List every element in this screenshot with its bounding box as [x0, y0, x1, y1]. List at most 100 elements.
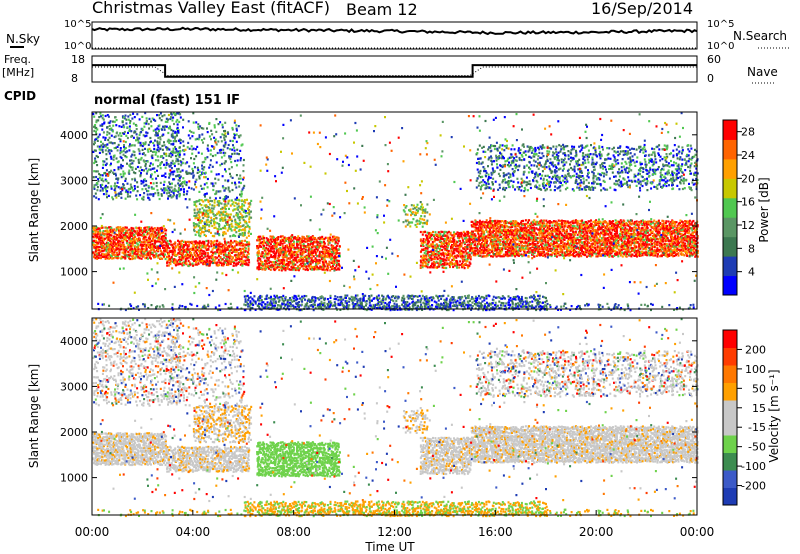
power-cell: [525, 227, 528, 230]
power-cell: [165, 243, 168, 246]
power-cell: [331, 240, 334, 243]
power-cell: [199, 251, 202, 255]
power-cell: [543, 250, 545, 253]
power-cell: [98, 235, 101, 238]
power-cell: [248, 216, 251, 219]
power-cell: [191, 262, 194, 265]
power-cell: [432, 266, 435, 269]
power-cell: [124, 247, 126, 250]
power-cell: [192, 224, 195, 227]
power-cell: [462, 250, 465, 253]
power-cell: [124, 250, 127, 253]
power-cell: [264, 254, 267, 257]
power-cell: [477, 226, 480, 230]
power-cell: [182, 257, 185, 260]
power-cell: [224, 247, 227, 250]
power-cell: [604, 254, 607, 258]
power-cell: [285, 251, 288, 254]
power-cell: [648, 220, 651, 223]
power-cell: [189, 263, 192, 266]
power-cell: [442, 252, 445, 255]
power-cell: [447, 236, 450, 239]
power-cell: [100, 226, 103, 229]
power-cell: [213, 226, 216, 229]
power-cell: [621, 234, 624, 237]
power-cell: [281, 267, 284, 270]
power-cell: [431, 243, 434, 246]
power-cell: [206, 260, 209, 263]
power-cell: [126, 240, 129, 243]
power-cell: [426, 237, 429, 240]
power-cell: [639, 240, 642, 243]
power-cell: [543, 244, 546, 247]
power-cell: [621, 231, 624, 234]
power-cell: [218, 201, 221, 205]
power-cell: [274, 256, 277, 259]
power-cell: [240, 229, 243, 232]
power-cell: [112, 243, 115, 246]
power-cell: [292, 266, 295, 269]
power-cell: [155, 234, 158, 237]
power-cell: [495, 255, 498, 258]
power-cell: [132, 242, 135, 245]
power-cell: [299, 242, 302, 245]
power-cell: [246, 207, 249, 210]
power-cell: [654, 254, 657, 257]
power-cell: [281, 235, 284, 238]
power-cell: [291, 255, 294, 258]
power-cell: [162, 252, 165, 255]
power-cell: [157, 231, 160, 235]
power-cell: [464, 249, 467, 252]
power-cell: [232, 209, 235, 212]
power-cell: [289, 248, 292, 251]
power-cell: [297, 265, 300, 268]
power-cell: [649, 222, 652, 225]
power-cell: [475, 226, 478, 229]
power-cell: [134, 241, 137, 244]
power-cell: [222, 213, 225, 216]
power-cell: [264, 259, 267, 262]
power-cell: [550, 243, 553, 246]
power-cell: [242, 259, 245, 262]
power-cell: [197, 254, 199, 257]
power-cell: [110, 234, 113, 237]
power-cell: [121, 230, 124, 233]
power-cell: [276, 262, 279, 265]
power-cell: [133, 249, 135, 252]
power-cell: [273, 242, 276, 245]
power-cell: [164, 257, 167, 261]
power-cell: [275, 245, 278, 248]
power-cell: [452, 265, 455, 269]
power-cell: [279, 254, 282, 257]
power-cell: [246, 254, 249, 257]
power-cell: [446, 234, 449, 237]
power-cell: [212, 212, 215, 216]
power-cell: [120, 255, 123, 258]
power-cell: [456, 244, 459, 247]
power-cell: [157, 238, 160, 241]
power-cell: [610, 231, 613, 234]
power-cell: [243, 227, 246, 230]
power-cell: [238, 219, 241, 222]
power-cell: [494, 238, 497, 241]
power-cell: [137, 234, 140, 237]
power-cell: [148, 256, 151, 259]
power-cell: [155, 240, 158, 243]
power-cell: [189, 257, 192, 260]
power-cell: [287, 264, 290, 267]
power-cell: [642, 232, 645, 235]
power-cell: [210, 250, 213, 253]
power-cell: [160, 235, 163, 238]
power-cell: [260, 252, 263, 255]
power-cell: [105, 253, 108, 256]
power-cell: [96, 233, 99, 236]
power-cell: [112, 257, 115, 260]
power-cell: [295, 251, 298, 254]
power-cell: [263, 241, 266, 244]
power-cell: [247, 234, 250, 237]
power-cell: [109, 239, 112, 242]
power-cell: [266, 256, 269, 260]
power-cell: [240, 244, 243, 247]
power-cell: [505, 236, 508, 239]
power-cell: [126, 229, 129, 232]
